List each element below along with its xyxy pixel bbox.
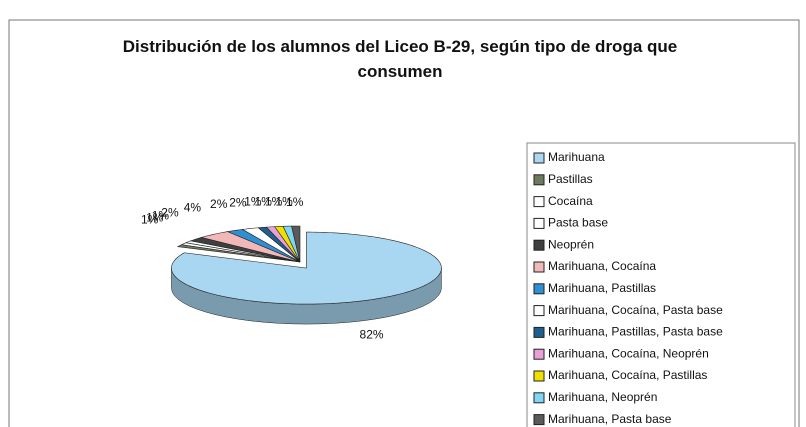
data-label: 1% [244,195,262,209]
legend-swatch [533,174,545,186]
legend-swatch [533,217,545,229]
legend-label: Marihuana, Pastillas, Pasta base [548,325,723,339]
legend-swatch [533,152,545,164]
legend-label: Marihuana, Cocaína, Pastillas [548,368,707,382]
legend-label: Marihuana, Pastillas [548,281,656,295]
legend-swatch [533,196,545,208]
legend-label: Marihuana, Neoprén [548,390,657,404]
legend-swatch [533,414,545,426]
data-label: 2% [229,195,247,209]
legend-swatch [533,348,545,360]
data-label: 1% [265,194,283,208]
legend-label: Marihuana, Cocaína, Neoprén [548,346,709,360]
legend-label: Neoprén [548,237,594,251]
legend-box [526,142,796,427]
legend-swatch [533,326,545,338]
legend-label: Cocaína [548,194,593,208]
legend-swatch [533,392,545,404]
data-label: 82% [360,328,384,342]
legend-label: Pastillas [548,172,593,186]
data-label: 4% [184,200,202,214]
legend-swatch [533,239,545,251]
legend-label: Marihuana, Cocaína, Pasta base [548,303,723,317]
data-label: 1% [255,195,273,209]
slice [189,237,301,263]
data-label: 1% [152,208,170,222]
legend-swatch [533,283,545,295]
chart-title: Distribución de los alumnos del Liceo B-… [122,37,678,81]
slice [241,227,301,263]
legend-swatch [533,305,545,317]
legend-label: Marihuana, Cocaína [548,259,656,273]
data-label: 2% [161,205,179,219]
legend-swatch [533,261,545,273]
legend-label: Pasta base [548,216,608,230]
slice [200,231,301,263]
data-label: 1% [275,195,293,209]
slice [171,231,442,305]
data-label: 2% [210,197,228,211]
data-label: 1% [286,195,304,209]
slice [226,229,301,263]
data-label: 1% [146,210,164,224]
slice [291,225,301,263]
legend-swatch [533,370,545,382]
data-label: 1% [141,213,159,227]
legend-label: Marihuana [548,150,605,164]
legend-label: Marihuana, Pasta base [548,412,672,426]
